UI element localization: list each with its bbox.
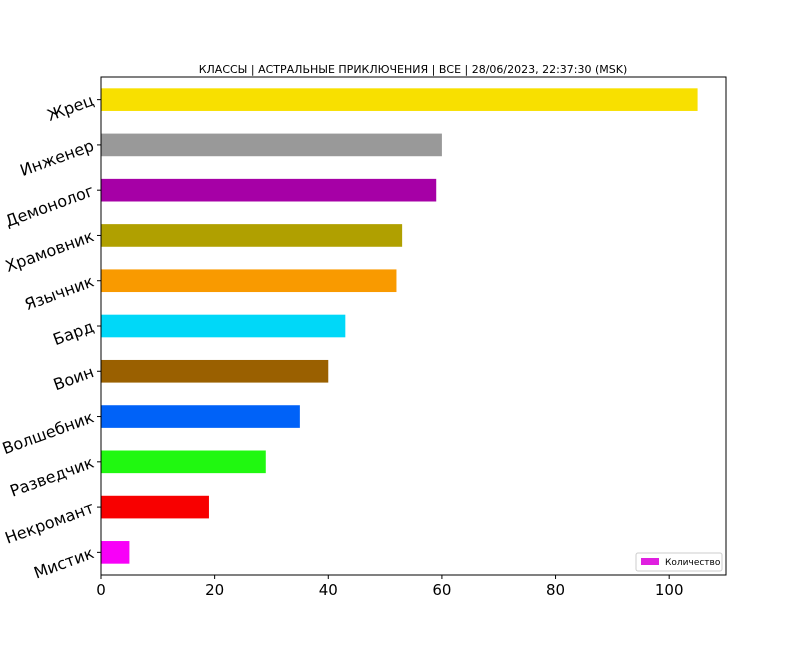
bars-layer xyxy=(101,88,698,564)
y-tick-label: Разведчик xyxy=(7,453,96,501)
y-tick-label: Инженер xyxy=(17,136,96,180)
bar xyxy=(101,133,442,157)
x-tick-label: 40 xyxy=(319,581,338,599)
bar xyxy=(101,269,397,293)
bar xyxy=(101,495,209,519)
chart-title: КЛАССЫ | АСТРАЛЬНЫЕ ПРИКЛЮЧЕНИЯ | ВСЕ | … xyxy=(199,63,628,76)
bar xyxy=(101,88,698,111)
bar xyxy=(101,314,346,338)
bar xyxy=(101,405,300,428)
legend-swatch xyxy=(641,558,659,565)
bar xyxy=(101,541,130,564)
y-tick-label: Мистик xyxy=(31,543,96,582)
bar xyxy=(101,359,329,383)
x-tick-label: 60 xyxy=(432,581,451,599)
x-tick-label: 100 xyxy=(655,581,684,599)
x-tick-label: 0 xyxy=(96,581,106,599)
bar xyxy=(101,178,437,202)
bar xyxy=(101,224,403,247)
legend: Количество xyxy=(635,552,723,572)
y-tick-label: Некромант xyxy=(2,498,96,548)
y-tick-label: Храмовник xyxy=(3,226,97,276)
x-axis: 0 20 40 60 80 100 xyxy=(96,575,684,599)
x-tick-label: 80 xyxy=(546,581,565,599)
bar xyxy=(101,450,266,474)
y-tick-label: Воин xyxy=(51,362,97,394)
legend-box xyxy=(635,552,723,572)
y-tick-label: Жрец xyxy=(45,91,97,125)
y-tick-label: Демонолог xyxy=(3,181,97,231)
y-tick-label: Волшебник xyxy=(0,407,97,458)
y-tick-label: Язычник xyxy=(22,272,97,315)
y-axis: Жрец ИнженерДемонологХрамовникЯзычникБард… xyxy=(0,91,101,582)
y-tick-label: Бард xyxy=(50,317,96,349)
legend-label: Количество xyxy=(665,558,721,568)
x-tick-label: 20 xyxy=(205,581,224,599)
